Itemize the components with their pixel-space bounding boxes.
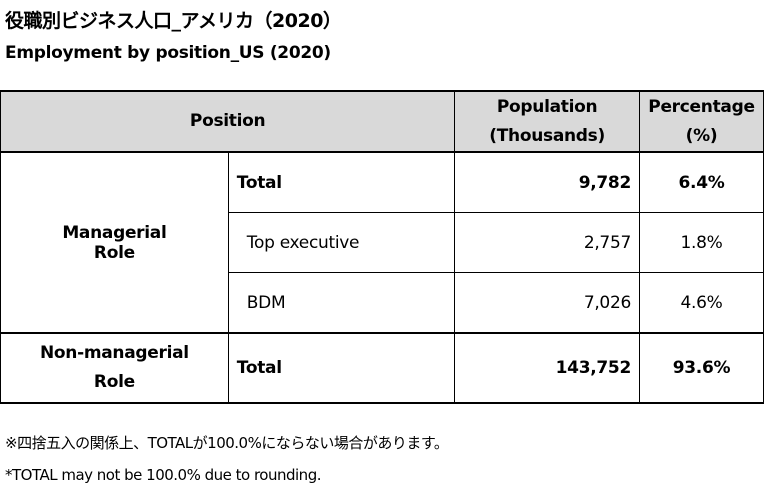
row-percentage: 93.6% [638,332,765,404]
table-row: Non-managerial Role Total 143,752 93.6% [0,332,765,404]
employment-table: Position Population (Thousands) Percenta… [0,90,765,404]
row-population: 7,026 [454,272,640,334]
header-position: Position [0,90,456,153]
row-population: 2,757 [454,212,640,273]
row-name: BDM [227,272,456,334]
header-percentage: Percentage (%) [638,90,765,153]
row-percentage: 1.8% [638,212,765,273]
table-row: BDM 7,026 4.6% [1,272,765,334]
title-japanese: 役職別ビジネス人口_アメリカ（2020） [5,10,342,32]
row-name: Total [227,332,456,404]
note-japanese: ※四捨五入の関係上、TOTALが100.0%にならない場合があります。 [5,434,449,452]
group-label-non-managerial: Non-managerial Role [0,332,229,404]
group-label-managerial: Managerial Role [0,151,229,334]
row-percentage: 6.4% [638,151,765,213]
row-population: 9,782 [454,151,640,213]
row-population: 143,752 [454,332,640,404]
row-name: Total [227,151,456,213]
note-english: *TOTAL may not be 100.0% due to rounding… [5,466,321,484]
row-percentage: 4.6% [638,272,765,334]
title-english: Employment by position_US (2020) [5,43,331,63]
header-row: Position Population (Thousands) Percenta… [0,90,765,153]
row-name: Top executive [227,212,456,273]
table-row: Top executive 2,757 1.8% [1,212,765,273]
header-population: Population (Thousands) [454,90,640,153]
table-row: Managerial Role Total 9,782 6.4% [0,151,765,334]
